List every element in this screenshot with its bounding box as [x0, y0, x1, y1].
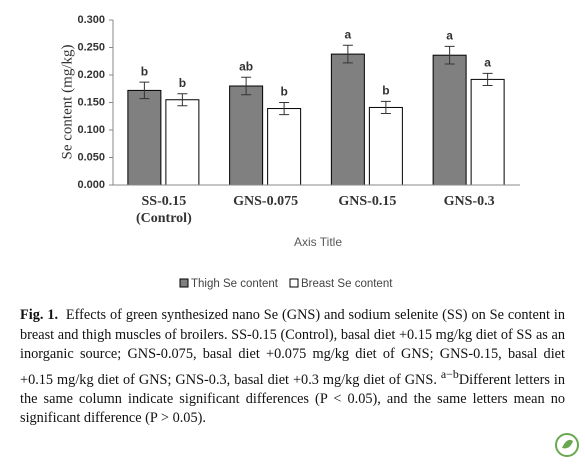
significance-letter: ab	[239, 59, 253, 73]
error-bar	[482, 72, 493, 86]
x-tick-label: GNS-0.15	[338, 194, 397, 209]
caption-text: Effects of green synthesized nano Se (GN…	[20, 307, 565, 388]
error-bar	[380, 100, 391, 114]
legend-label: Thigh Se content	[191, 278, 279, 290]
error-bar	[342, 44, 353, 64]
chart: Se content (mg/kg) Axis Title 0.000 0.050…	[59, 14, 520, 290]
error-bar	[241, 76, 252, 96]
significance-letter: b	[280, 85, 287, 99]
bar	[127, 89, 162, 186]
bar	[330, 53, 365, 186]
y-tick-label: 0.050	[77, 151, 105, 163]
error-bar	[444, 45, 455, 65]
error-bar	[279, 102, 290, 116]
bar	[432, 54, 467, 186]
caption-label: Fig. 1.	[20, 307, 59, 323]
significance-letter: a	[446, 29, 453, 43]
legend-swatch	[289, 278, 299, 288]
caption-sup: a−b	[440, 366, 459, 381]
x-tick-label: GNS-0.3	[443, 194, 495, 209]
y-tick-label: 0.150	[77, 96, 105, 108]
logo	[555, 433, 579, 457]
significance-letter: b	[141, 64, 148, 78]
significance-letter: b	[382, 84, 389, 98]
legend-swatch	[179, 278, 189, 288]
significance-letter: b	[179, 76, 186, 90]
x-axis-title: Axis Title	[294, 235, 342, 249]
y-axis-title: Se content (mg/kg)	[59, 45, 75, 160]
significance-letter: a	[484, 56, 491, 70]
y-tick-label: 0.100	[77, 124, 105, 136]
bar	[267, 108, 302, 186]
error-bar	[177, 93, 188, 107]
y-tick-label: 0.250	[77, 41, 105, 53]
bar	[165, 99, 200, 186]
bar	[368, 106, 403, 186]
error-bar	[139, 81, 150, 100]
bar	[229, 85, 264, 186]
x-tick-label: GNS-0.075	[233, 194, 299, 209]
y-tick-label: 0.000	[77, 179, 105, 191]
caption: Fig. 1. Effects of green synthesized nan…	[20, 306, 565, 429]
significance-letter: a	[345, 27, 352, 41]
bar	[470, 78, 505, 186]
legend-label: Breast Se content	[301, 278, 393, 290]
x-tick-label: SS-0.15 (Control)	[136, 194, 192, 226]
caption-text: Different letters in the same column ind…	[20, 371, 565, 427]
y-tick-label: 0.300	[77, 14, 105, 26]
y-tick-label: 0.200	[77, 69, 105, 81]
